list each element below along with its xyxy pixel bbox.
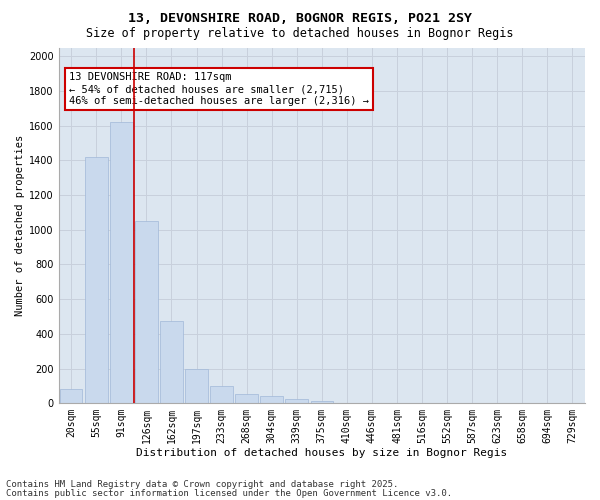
- Bar: [235, 394, 258, 403]
- Text: Contains HM Land Registry data © Crown copyright and database right 2025.: Contains HM Land Registry data © Crown c…: [6, 480, 398, 489]
- Y-axis label: Number of detached properties: Number of detached properties: [15, 134, 25, 316]
- Bar: [60, 390, 82, 403]
- Bar: [210, 386, 233, 403]
- Bar: [110, 122, 133, 403]
- Bar: [260, 396, 283, 403]
- Bar: [185, 368, 208, 403]
- Text: Contains public sector information licensed under the Open Government Licence v3: Contains public sector information licen…: [6, 489, 452, 498]
- X-axis label: Distribution of detached houses by size in Bognor Regis: Distribution of detached houses by size …: [136, 448, 508, 458]
- Bar: [85, 157, 107, 403]
- Text: Size of property relative to detached houses in Bognor Regis: Size of property relative to detached ho…: [86, 28, 514, 40]
- Bar: [286, 399, 308, 403]
- Bar: [160, 321, 183, 403]
- Bar: [311, 402, 333, 403]
- Text: 13, DEVONSHIRE ROAD, BOGNOR REGIS, PO21 2SY: 13, DEVONSHIRE ROAD, BOGNOR REGIS, PO21 …: [128, 12, 472, 26]
- Text: 13 DEVONSHIRE ROAD: 117sqm
← 54% of detached houses are smaller (2,715)
46% of s: 13 DEVONSHIRE ROAD: 117sqm ← 54% of deta…: [69, 72, 369, 106]
- Bar: [135, 221, 158, 403]
